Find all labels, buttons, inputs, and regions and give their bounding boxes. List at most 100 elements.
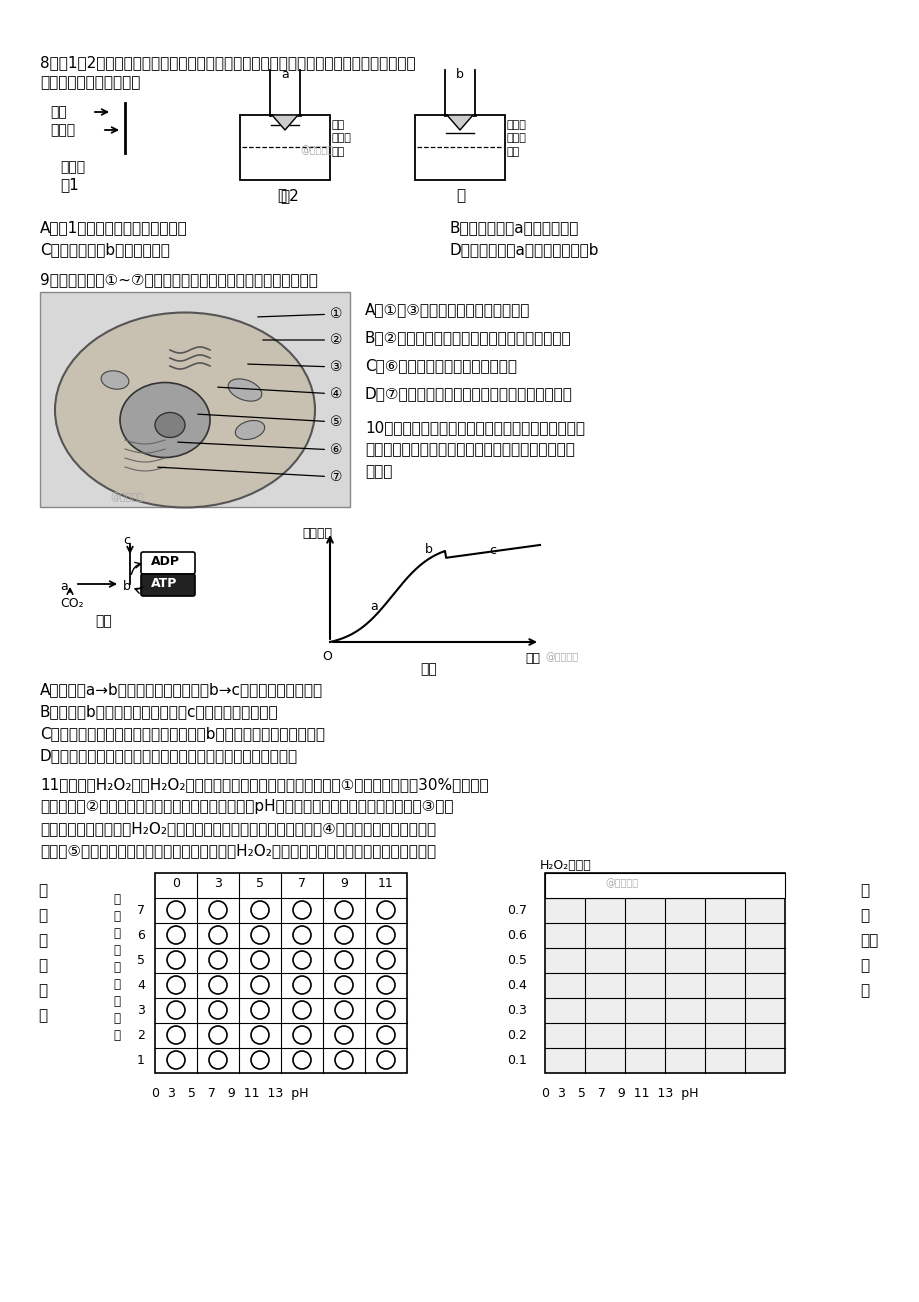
- Text: 0.3: 0.3: [506, 1004, 527, 1017]
- Bar: [154, 874, 406, 1073]
- Text: 1: 1: [137, 1055, 145, 1068]
- Text: 2: 2: [137, 1029, 145, 1042]
- Bar: [544, 874, 784, 1073]
- Polygon shape: [272, 115, 298, 130]
- Text: @正确教育: @正确教育: [544, 652, 577, 661]
- Text: 11: 11: [378, 878, 393, 891]
- Text: 7: 7: [137, 904, 145, 917]
- Text: 蔗糖: 蔗糖: [50, 105, 67, 118]
- Text: 蔗糖: 蔗糖: [332, 120, 345, 130]
- Text: A．图甲中a→b过程发生在叶绿体中，b→c过程发生在线粒体中: A．图甲中a→b过程发生在叶绿体中，b→c过程发生在线粒体中: [40, 682, 323, 697]
- Ellipse shape: [101, 371, 129, 389]
- Text: ADP: ADP: [151, 555, 180, 568]
- Text: D．⑦具有双层膜结构，是脂质合成和加工的车间: D．⑦具有双层膜结构，是脂质合成和加工的车间: [365, 385, 573, 401]
- Text: B．②功能的复杂程度由蛋白质的种类及数量决定: B．②功能的复杂程度由蛋白质的种类及数量决定: [365, 329, 571, 345]
- Text: ②: ②: [263, 333, 342, 348]
- Text: D．平衡后水柱a的高度高于水柱b: D．平衡后水柱a的高度高于水柱b: [449, 242, 599, 256]
- Text: b: b: [123, 579, 130, 592]
- Text: 0.4: 0.4: [506, 979, 527, 992]
- Text: 图1: 图1: [60, 177, 79, 191]
- Text: @正确教育: @正确教育: [605, 878, 638, 888]
- Text: 测: 测: [859, 883, 868, 898]
- Text: 图2: 图2: [279, 187, 299, 203]
- Bar: [544, 874, 784, 898]
- Text: A．图1体现了半透膜的选择透过性: A．图1体现了半透膜的选择透过性: [40, 220, 187, 234]
- Text: 同: 同: [113, 910, 120, 923]
- Text: C．⑥是该细胞生命活动的调控中心: C．⑥是该细胞生命活动的调控中心: [365, 358, 516, 372]
- Text: ③: ③: [247, 359, 342, 374]
- Text: 4: 4: [137, 979, 145, 992]
- Text: 产物浓度: 产物浓度: [301, 527, 332, 540]
- Text: D．温度是影响图甲过程的外界因素之一，也是图乙中的自变量: D．温度是影响图甲过程的外界因素之一，也是图乙中的自变量: [40, 749, 298, 763]
- Text: 图）；⑤以加入猪肝研磨液后同等时间内测得的H₂O₂减少量为实验结果作记录。下列实验结果: 图）；⑤以加入猪肝研磨液后同等时间内测得的H₂O₂减少量为实验结果作记录。下列实…: [40, 842, 436, 858]
- Ellipse shape: [235, 421, 265, 440]
- Text: 预: 预: [38, 883, 47, 898]
- Text: 9: 9: [340, 878, 347, 891]
- Text: 其: 其: [859, 907, 868, 923]
- Text: 的: 的: [859, 983, 868, 999]
- Text: 确的是: 确的是: [365, 464, 391, 479]
- Text: 清水: 清水: [506, 147, 519, 158]
- Text: 甲: 甲: [277, 187, 286, 203]
- Text: 11．为探究H₂O₂酶对H₂O₂分解的影响，某学生的实验设计如下：①制备质量分数为30%的新鲜猪: 11．为探究H₂O₂酶对H₂O₂分解的影响，某学生的实验设计如下：①制备质量分数…: [40, 777, 488, 792]
- Ellipse shape: [228, 379, 262, 401]
- Text: 图乙: 图乙: [420, 661, 437, 676]
- Text: 3: 3: [214, 878, 221, 891]
- Text: ①: ①: [257, 307, 342, 322]
- Text: 9．如图所示，①~⑦表示某细胞的部分结构，下列叙述正确的是: 9．如图所示，①~⑦表示某细胞的部分结构，下列叙述正确的是: [40, 272, 318, 286]
- Bar: [414, 115, 505, 180]
- Text: 是某细胞代谢过程受温度影响的曲线图。下列说法正: 是某细胞代谢过程受温度影响的曲线图。下列说法正: [365, 441, 574, 457]
- Ellipse shape: [119, 383, 210, 457]
- Text: 葡萄糖: 葡萄糖: [50, 122, 75, 137]
- Text: H₂O₂减少量: H₂O₂减少量: [539, 859, 591, 872]
- Text: 液: 液: [113, 1029, 120, 1042]
- Text: 正: 正: [859, 958, 868, 973]
- Text: ⑥: ⑥: [177, 443, 342, 457]
- Text: 0: 0: [172, 878, 180, 891]
- Text: a: a: [280, 68, 289, 81]
- Text: b: b: [456, 68, 463, 81]
- FancyBboxPatch shape: [141, 552, 195, 574]
- Text: 半透膜: 半透膜: [506, 133, 527, 143]
- Text: B．图甲中水柱a先上升后下降: B．图甲中水柱a先上升后下降: [449, 220, 579, 234]
- Text: 猪: 猪: [113, 961, 120, 974]
- Text: @正确教育: @正确教育: [300, 145, 333, 155]
- Text: 6: 6: [137, 930, 145, 943]
- Text: 半透膜: 半透膜: [332, 133, 351, 143]
- Text: C．图乙中水柱b先上升后不变: C．图乙中水柱b先上升后不变: [40, 242, 170, 256]
- Text: 量: 量: [113, 927, 120, 940]
- Text: 的: 的: [113, 944, 120, 957]
- Text: ⑤: ⑤: [198, 414, 342, 428]
- Text: 0.1: 0.1: [506, 1055, 527, 1068]
- Text: 磨: 磨: [113, 1012, 120, 1025]
- Text: 0.6: 0.6: [506, 930, 527, 943]
- Text: 意图，下列叙述合理的是: 意图，下列叙述合理的是: [40, 76, 141, 90]
- Text: b: b: [425, 543, 433, 556]
- Text: 8．图1、2分别为体积相同、质量百分比浓度相同的蔗糖和葡萄糖透过半透膜和渗透作用示: 8．图1、2分别为体积相同、质量百分比浓度相同的蔗糖和葡萄糖透过半透膜和渗透作用…: [40, 55, 415, 70]
- Text: 0.7: 0.7: [506, 904, 527, 917]
- Text: 分: 分: [38, 934, 47, 948]
- Text: 及: 及: [38, 907, 47, 923]
- Text: a: a: [60, 579, 68, 592]
- Bar: [240, 115, 330, 180]
- Ellipse shape: [55, 312, 314, 508]
- Text: 5: 5: [255, 878, 264, 891]
- Text: 3: 3: [137, 1004, 145, 1017]
- Text: B．图乙中b点时酶开始失去活性，c点时酶彻底失去活性: B．图乙中b点时酶开始失去活性，c点时酶彻底失去活性: [40, 704, 278, 719]
- Text: ⑦: ⑦: [157, 467, 342, 484]
- Text: 确: 确: [38, 983, 47, 999]
- Text: 清水: 清水: [332, 147, 345, 158]
- Text: 析，: 析，: [859, 934, 878, 948]
- Text: 0.2: 0.2: [506, 1029, 527, 1042]
- Text: 温度: 温度: [525, 652, 539, 665]
- Text: 0  3   5   7   9  11  13  pH: 0 3 5 7 9 11 13 pH: [152, 1087, 308, 1100]
- Text: 肝: 肝: [113, 978, 120, 991]
- Text: 0.5: 0.5: [506, 954, 527, 967]
- FancyBboxPatch shape: [141, 574, 195, 596]
- Text: 不: 不: [38, 958, 47, 973]
- Text: 0  3   5   7   9  11  13  pH: 0 3 5 7 9 11 13 pH: [541, 1087, 698, 1100]
- Text: 是: 是: [38, 1008, 47, 1023]
- Ellipse shape: [154, 413, 185, 437]
- Text: 葡萄糖: 葡萄糖: [506, 120, 527, 130]
- Text: 半透膜: 半透膜: [60, 160, 85, 174]
